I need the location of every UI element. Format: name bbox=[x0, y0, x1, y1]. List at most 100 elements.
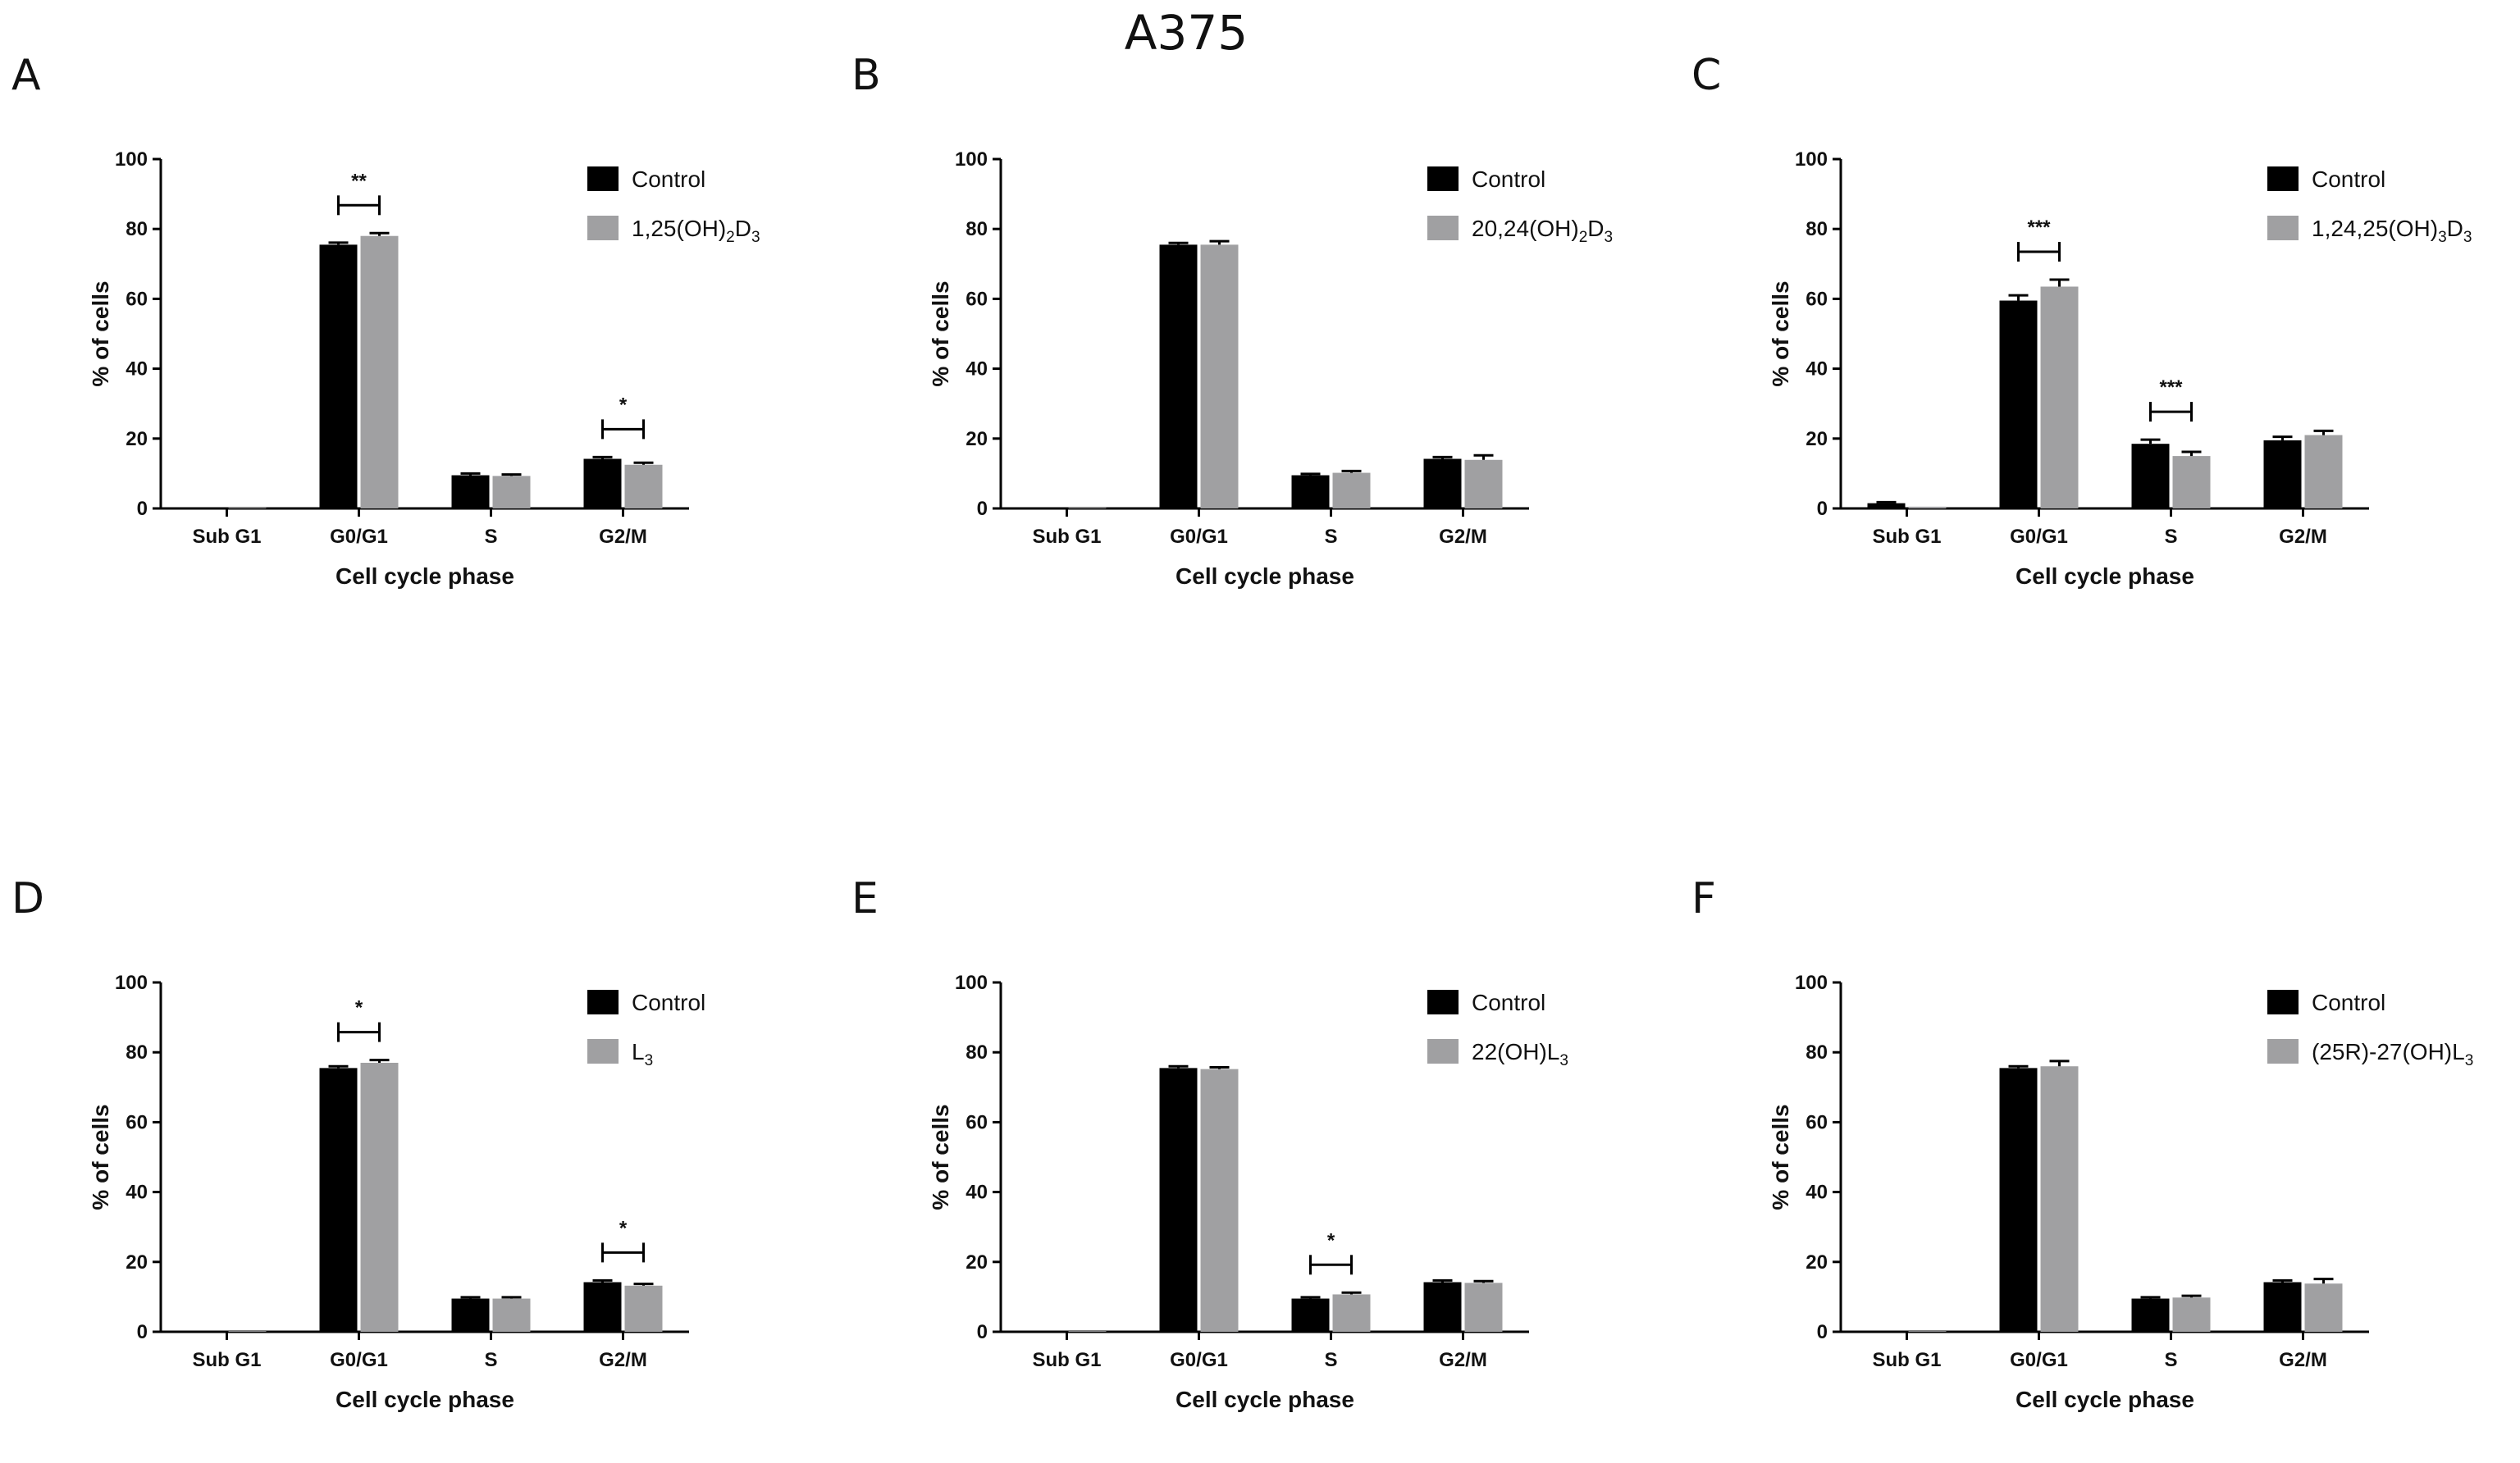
y-tick-label: 100 bbox=[1795, 148, 1828, 171]
bar bbox=[493, 1299, 531, 1332]
legend-label-part: D bbox=[2447, 216, 2463, 241]
legend-label: Control bbox=[632, 990, 705, 1015]
x-tick-label: S bbox=[2164, 1349, 2177, 1371]
significance-label: * bbox=[619, 394, 628, 416]
y-tick-label: 0 bbox=[1817, 498, 1828, 520]
bar bbox=[1465, 460, 1503, 508]
legend-swatch bbox=[1427, 216, 1459, 240]
y-tick-label: 80 bbox=[126, 1041, 148, 1064]
significance-label: * bbox=[355, 997, 363, 1019]
bar bbox=[2041, 286, 2079, 508]
bar bbox=[584, 459, 622, 508]
bar bbox=[1868, 504, 1906, 508]
x-tick-label: G2/M bbox=[599, 1349, 647, 1371]
legend-swatch bbox=[2267, 166, 2299, 191]
x-tick-label: G2/M bbox=[2279, 1349, 2327, 1371]
x-tick-label: S bbox=[1324, 526, 1337, 548]
bar bbox=[1292, 1299, 1330, 1332]
legend-label: Control bbox=[1472, 166, 1545, 192]
legend-label: Control bbox=[2312, 166, 2385, 192]
legend-label-part: 3 bbox=[1605, 229, 1614, 246]
y-tick-label: 60 bbox=[126, 288, 148, 310]
bar bbox=[2000, 1068, 2038, 1332]
x-axis-title: Cell cycle phase bbox=[2016, 1387, 2194, 1412]
legend-label-part: 3 bbox=[1559, 1052, 1568, 1069]
legend-label-part: D bbox=[735, 216, 751, 241]
bar bbox=[452, 1299, 490, 1332]
x-tick-label: G0/G1 bbox=[1170, 526, 1228, 548]
bar bbox=[1160, 244, 1198, 508]
y-tick-label: 80 bbox=[1806, 1041, 1828, 1064]
x-tick-label: G2/M bbox=[2279, 526, 2327, 548]
y-tick-label: 40 bbox=[1806, 1182, 1828, 1204]
bar bbox=[2041, 1066, 2079, 1332]
y-axis-title: % of cells bbox=[1768, 280, 1793, 386]
x-tick-label: G0/G1 bbox=[2010, 526, 2068, 548]
bar bbox=[1465, 1283, 1503, 1332]
legend-label-part: 3 bbox=[2465, 1052, 2474, 1069]
y-tick-label: 40 bbox=[1806, 358, 1828, 381]
x-tick-label: G0/G1 bbox=[1170, 1349, 1228, 1371]
y-tick-label: 0 bbox=[137, 498, 148, 520]
bar bbox=[1201, 1069, 1239, 1332]
bar bbox=[1069, 1331, 1107, 1332]
y-tick-label: 80 bbox=[126, 218, 148, 240]
bar bbox=[1333, 1294, 1371, 1332]
bar bbox=[2305, 435, 2343, 508]
x-tick-label: Sub G1 bbox=[1032, 526, 1101, 548]
legend-label-part: 3 bbox=[2463, 229, 2472, 246]
x-tick-label: G2/M bbox=[1439, 526, 1487, 548]
legend-swatch bbox=[2267, 1039, 2299, 1064]
x-tick-label: S bbox=[1324, 1349, 1337, 1371]
legend-label-part: 3 bbox=[2438, 229, 2447, 246]
y-tick-label: 40 bbox=[966, 1182, 988, 1204]
y-tick-label: 20 bbox=[1806, 1251, 1828, 1274]
legend-label: L3 bbox=[632, 1039, 653, 1069]
bar bbox=[1909, 1331, 1947, 1332]
legend-label: Control bbox=[632, 166, 705, 192]
y-tick-label: 40 bbox=[966, 358, 988, 381]
legend-label: (25R)-27(OH)L3 bbox=[2312, 1039, 2473, 1069]
y-tick-label: 40 bbox=[126, 358, 148, 381]
x-axis-title: Cell cycle phase bbox=[336, 1387, 514, 1412]
bar bbox=[2000, 301, 2038, 508]
y-tick-label: 40 bbox=[126, 1182, 148, 1204]
bar bbox=[2264, 440, 2302, 508]
bar bbox=[1292, 476, 1330, 508]
x-tick-label: Sub G1 bbox=[1872, 1349, 1941, 1371]
bar bbox=[2173, 456, 2211, 508]
x-axis-title: Cell cycle phase bbox=[2016, 563, 2194, 589]
bar bbox=[1909, 507, 1947, 508]
x-tick-label: G0/G1 bbox=[330, 1349, 388, 1371]
y-axis-title: % of cells bbox=[88, 1104, 113, 1210]
bar bbox=[2132, 1299, 2170, 1332]
x-axis-title: Cell cycle phase bbox=[1176, 1387, 1354, 1412]
legend-label-part: 2 bbox=[726, 229, 735, 246]
y-tick-label: 0 bbox=[137, 1321, 148, 1343]
x-axis-title: Cell cycle phase bbox=[1176, 563, 1354, 589]
bar bbox=[361, 236, 399, 508]
y-tick-label: 100 bbox=[1795, 972, 1828, 994]
x-tick-label: G2/M bbox=[599, 526, 647, 548]
legend-swatch bbox=[587, 990, 619, 1014]
legend-label: 22(OH)L3 bbox=[1472, 1039, 1568, 1069]
y-tick-label: 20 bbox=[1806, 428, 1828, 450]
legend-swatch bbox=[587, 216, 619, 240]
legend-label: 1,24,25(OH)3D3 bbox=[2312, 216, 2472, 246]
legend-label-part: (25R)-27(OH)L bbox=[2312, 1039, 2465, 1064]
x-tick-label: G0/G1 bbox=[330, 526, 388, 548]
legend-swatch bbox=[2267, 216, 2299, 240]
legend-swatch bbox=[1427, 1039, 1459, 1064]
legend-label-part: 22(OH)L bbox=[1472, 1039, 1559, 1064]
y-axis-title: % of cells bbox=[928, 280, 953, 386]
bar bbox=[2173, 1297, 2211, 1332]
significance-label: ** bbox=[351, 170, 367, 192]
x-tick-label: Sub G1 bbox=[192, 1349, 261, 1371]
y-tick-label: 100 bbox=[115, 148, 148, 171]
